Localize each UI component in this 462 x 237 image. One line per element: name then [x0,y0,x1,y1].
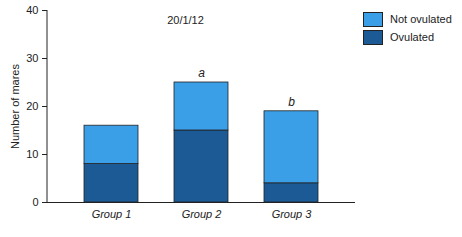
svg-text:a: a [198,66,205,80]
svg-text:40: 40 [26,4,38,16]
html-text:Not ovulated: Not ovulated [390,13,452,25]
html-text:Ovulated: Ovulated [390,31,434,43]
svg-text:20: 20 [26,100,38,112]
svg-text:b: b [288,95,295,109]
svg-text:Group 2: Group 2 [182,208,222,220]
svg-text:Group 3: Group 3 [272,208,313,220]
svg-text:Group 1: Group 1 [92,208,132,220]
svg-text:30: 30 [26,52,38,64]
svg-text:10: 10 [26,148,38,160]
svg-text:Number of mares: Number of mares [9,64,21,149]
svg-text:20/1/12: 20/1/12 [167,14,204,26]
svg-text:0: 0 [32,196,38,208]
